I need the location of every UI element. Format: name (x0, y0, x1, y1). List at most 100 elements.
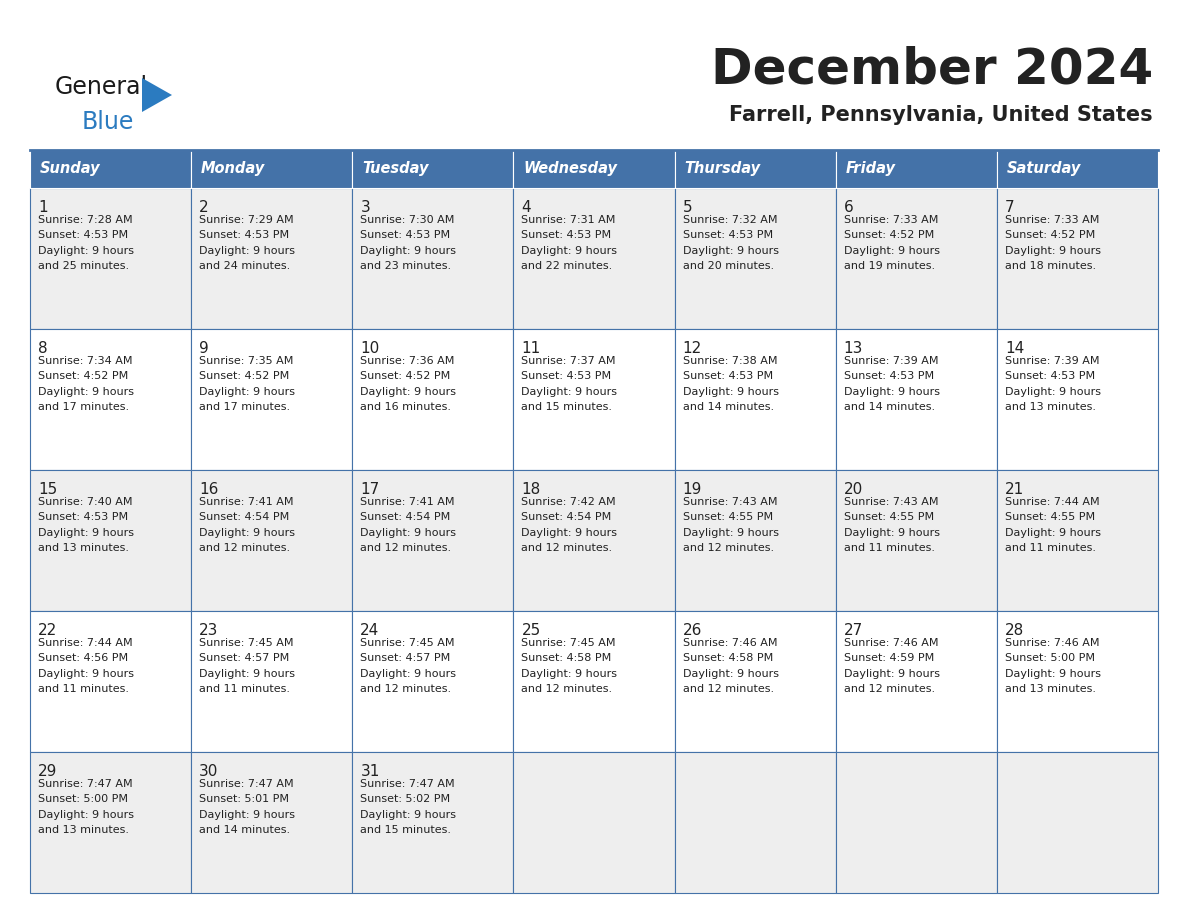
Text: and 12 minutes.: and 12 minutes. (843, 684, 935, 694)
Text: 21: 21 (1005, 482, 1024, 497)
Text: and 16 minutes.: and 16 minutes. (360, 402, 451, 412)
Text: Daylight: 9 hours: Daylight: 9 hours (1005, 386, 1101, 397)
Text: Sunset: 4:58 PM: Sunset: 4:58 PM (522, 654, 612, 663)
Text: Sunrise: 7:47 AM: Sunrise: 7:47 AM (200, 778, 293, 789)
Text: Daylight: 9 hours: Daylight: 9 hours (200, 528, 295, 538)
Text: Sunrise: 7:29 AM: Sunrise: 7:29 AM (200, 215, 293, 225)
Text: Sunset: 4:53 PM: Sunset: 4:53 PM (683, 230, 772, 241)
Text: Blue: Blue (82, 110, 134, 134)
Text: Farrell, Pennsylvania, United States: Farrell, Pennsylvania, United States (729, 105, 1154, 125)
Text: 6: 6 (843, 200, 853, 215)
Text: and 12 minutes.: and 12 minutes. (683, 684, 773, 694)
Text: Sunrise: 7:44 AM: Sunrise: 7:44 AM (1005, 497, 1100, 507)
Text: Sunset: 4:57 PM: Sunset: 4:57 PM (360, 654, 450, 663)
Text: and 25 minutes.: and 25 minutes. (38, 262, 129, 271)
Text: Sunset: 4:53 PM: Sunset: 4:53 PM (683, 371, 772, 381)
Text: Saturday: Saturday (1006, 162, 1081, 176)
Text: Daylight: 9 hours: Daylight: 9 hours (1005, 668, 1101, 678)
Text: 27: 27 (843, 623, 862, 638)
Bar (30, 329, 191, 470)
Bar (353, 752, 513, 893)
Text: Daylight: 9 hours: Daylight: 9 hours (200, 668, 295, 678)
Text: 3: 3 (360, 200, 371, 215)
Text: Sunset: 4:55 PM: Sunset: 4:55 PM (1005, 512, 1095, 522)
Text: Sunrise: 7:45 AM: Sunrise: 7:45 AM (522, 638, 617, 648)
Text: Sunset: 4:53 PM: Sunset: 4:53 PM (522, 230, 612, 241)
Text: 14: 14 (1005, 341, 1024, 356)
Text: Sunrise: 7:41 AM: Sunrise: 7:41 AM (200, 497, 293, 507)
Text: Sunrise: 7:32 AM: Sunrise: 7:32 AM (683, 215, 777, 225)
Text: and 15 minutes.: and 15 minutes. (360, 825, 451, 835)
Text: 20: 20 (843, 482, 862, 497)
Text: Sunrise: 7:37 AM: Sunrise: 7:37 AM (522, 355, 617, 365)
Text: and 15 minutes.: and 15 minutes. (522, 402, 613, 412)
Text: Daylight: 9 hours: Daylight: 9 hours (200, 386, 295, 397)
Text: 25: 25 (522, 623, 541, 638)
Text: Sunset: 4:53 PM: Sunset: 4:53 PM (200, 230, 290, 241)
Text: 31: 31 (360, 764, 380, 779)
Text: Sunrise: 7:30 AM: Sunrise: 7:30 AM (360, 215, 455, 225)
Text: and 14 minutes.: and 14 minutes. (683, 402, 773, 412)
Text: and 11 minutes.: and 11 minutes. (200, 684, 290, 694)
Text: and 13 minutes.: and 13 minutes. (38, 543, 129, 554)
Text: Daylight: 9 hours: Daylight: 9 hours (38, 810, 134, 820)
Text: Sunrise: 7:36 AM: Sunrise: 7:36 AM (360, 355, 455, 365)
Text: 26: 26 (683, 623, 702, 638)
Text: and 24 minutes.: and 24 minutes. (200, 262, 290, 271)
Text: and 17 minutes.: and 17 minutes. (200, 402, 290, 412)
Bar (835, 188, 997, 329)
Text: 7: 7 (1005, 200, 1015, 215)
Text: Sunrise: 7:28 AM: Sunrise: 7:28 AM (38, 215, 133, 225)
Text: Thursday: Thursday (684, 162, 760, 176)
Bar (353, 188, 513, 329)
Text: Sunset: 5:00 PM: Sunset: 5:00 PM (38, 794, 128, 804)
Bar (353, 329, 513, 470)
Text: Daylight: 9 hours: Daylight: 9 hours (843, 528, 940, 538)
Text: Daylight: 9 hours: Daylight: 9 hours (683, 668, 778, 678)
Text: Sunrise: 7:44 AM: Sunrise: 7:44 AM (38, 638, 133, 648)
Text: and 19 minutes.: and 19 minutes. (843, 262, 935, 271)
Text: Sunset: 4:53 PM: Sunset: 4:53 PM (38, 512, 128, 522)
Text: and 12 minutes.: and 12 minutes. (522, 543, 613, 554)
Bar (835, 470, 997, 611)
Text: 8: 8 (38, 341, 48, 356)
Text: and 12 minutes.: and 12 minutes. (360, 684, 451, 694)
Bar (997, 611, 1158, 752)
Text: and 11 minutes.: and 11 minutes. (38, 684, 129, 694)
Bar (997, 329, 1158, 470)
Bar (675, 329, 835, 470)
Bar (30, 470, 191, 611)
Text: Sunrise: 7:46 AM: Sunrise: 7:46 AM (683, 638, 777, 648)
Text: Daylight: 9 hours: Daylight: 9 hours (1005, 528, 1101, 538)
Text: Sunrise: 7:39 AM: Sunrise: 7:39 AM (1005, 355, 1099, 365)
Text: Daylight: 9 hours: Daylight: 9 hours (683, 386, 778, 397)
Text: and 11 minutes.: and 11 minutes. (843, 543, 935, 554)
Text: Daylight: 9 hours: Daylight: 9 hours (1005, 246, 1101, 256)
Text: Sunset: 4:57 PM: Sunset: 4:57 PM (200, 654, 290, 663)
Text: 12: 12 (683, 341, 702, 356)
Text: 2: 2 (200, 200, 209, 215)
Text: Sunset: 4:55 PM: Sunset: 4:55 PM (683, 512, 772, 522)
Bar (835, 752, 997, 893)
Text: Sunset: 4:56 PM: Sunset: 4:56 PM (38, 654, 128, 663)
Text: Daylight: 9 hours: Daylight: 9 hours (843, 668, 940, 678)
Bar (513, 329, 675, 470)
Bar (353, 611, 513, 752)
Text: Friday: Friday (846, 162, 896, 176)
Text: Sunset: 4:58 PM: Sunset: 4:58 PM (683, 654, 773, 663)
Text: 18: 18 (522, 482, 541, 497)
Bar (997, 188, 1158, 329)
Text: 30: 30 (200, 764, 219, 779)
Text: 24: 24 (360, 623, 380, 638)
Bar (191, 188, 353, 329)
Text: and 13 minutes.: and 13 minutes. (38, 825, 129, 835)
Text: Daylight: 9 hours: Daylight: 9 hours (360, 810, 456, 820)
Text: Daylight: 9 hours: Daylight: 9 hours (38, 386, 134, 397)
Text: Daylight: 9 hours: Daylight: 9 hours (360, 246, 456, 256)
Bar (513, 470, 675, 611)
Text: Sunrise: 7:31 AM: Sunrise: 7:31 AM (522, 215, 615, 225)
Text: 11: 11 (522, 341, 541, 356)
Text: Sunset: 4:52 PM: Sunset: 4:52 PM (200, 371, 290, 381)
Bar (353, 150, 513, 188)
Bar (30, 188, 191, 329)
